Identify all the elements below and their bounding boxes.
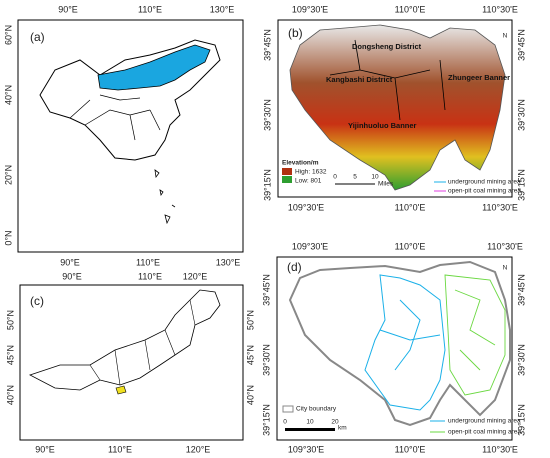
inner-mongolia (28, 289, 221, 391)
top-tick-label: 109°30'E (292, 241, 328, 251)
left-tick-label: 20°N (3, 165, 13, 185)
scale-label: 0 (333, 174, 337, 181)
top-tick-label: 120°E (183, 271, 208, 281)
city-boundary (288, 260, 511, 427)
place-label: Zhungeer Banner (448, 73, 510, 82)
north-arrow: N (503, 33, 508, 40)
top-tick-label: 110°30'E (487, 241, 523, 251)
left-tick-label: 39°15'N (262, 169, 272, 201)
right-tick-label: 45°N (245, 345, 255, 365)
panel-d: (d) N City boundary 0 10 20 km undergrou… (276, 256, 521, 441)
legend-swatch (282, 168, 292, 175)
place-label: Kangbashi District (326, 75, 393, 84)
right-tick-label: 39°45'N (516, 274, 526, 306)
place-label: Yijinhuoluo Banner (348, 121, 417, 130)
left-tick-label: 40°N (5, 385, 15, 405)
city-boundaries (89, 299, 196, 386)
bottom-tick-label: 90°E (60, 257, 80, 267)
bottom-tick-label: 90°E (35, 444, 55, 453)
panel-label: (a) (30, 30, 45, 44)
right-tick-label: 39°15'N (516, 404, 526, 436)
scale-unit: km (338, 425, 347, 432)
underground-areas (364, 274, 446, 411)
open-pit-areas (444, 274, 506, 396)
left-tick-label: 39°45'N (261, 274, 271, 306)
left-tick-label: 39°30'N (262, 99, 272, 131)
scale-bar (285, 428, 335, 431)
legend-swatch (282, 176, 292, 183)
top-tick-label: 130°E (210, 4, 235, 14)
legend-label: Low: 801 (295, 178, 322, 185)
legend-label: City boundary (296, 406, 337, 413)
top-tick-label: 90°E (62, 271, 82, 281)
panel-a: (a) (17, 19, 244, 253)
panel-b: Dongsheng District Kangbashi District Zh… (277, 19, 521, 198)
legend-label: underground mining area (448, 179, 521, 186)
scale-unit: Miles (378, 181, 394, 188)
north-arrow: N (503, 265, 508, 272)
panel-c: (c) (19, 284, 244, 441)
ordos (115, 385, 127, 395)
bottom-tick-label: 130°E (216, 257, 241, 267)
left-tick-label: 39°45'N (262, 29, 272, 61)
scale-label: 10 (371, 174, 379, 181)
legend-label: underground mining area (448, 418, 521, 425)
scale-label: 10 (306, 419, 314, 426)
top-tick-label: 110°E (138, 271, 162, 281)
top-tick-label: 110°0'E (395, 241, 426, 251)
provinces (69, 94, 161, 141)
panel-label: (c) (30, 294, 44, 308)
top-tick-label: 110°E (138, 4, 162, 14)
bottom-tick-label: 110°0'E (395, 444, 426, 453)
bottom-tick-label: 120°E (186, 444, 211, 453)
bottom-tick-label: 109°30'E (288, 202, 324, 212)
bottom-tick-label: 110°E (108, 444, 132, 453)
bottom-tick-label: 109°30'E (288, 444, 324, 453)
bottom-tick-label: 110°30'E (482, 202, 518, 212)
top-tick-label: 110°0'E (395, 4, 426, 14)
left-tick-label: 50°N (5, 310, 15, 330)
place-label: Dongsheng District (352, 42, 422, 51)
right-tick-label: 50°N (245, 310, 255, 330)
bottom-tick-label: 110°0'E (395, 202, 426, 212)
islands (154, 169, 176, 225)
top-tick-label: 109°30'E (292, 4, 328, 14)
bottom-tick-label: 110°30'E (482, 444, 518, 453)
top-tick-label: 110°30'E (482, 4, 518, 14)
legend-label: open-pit coal mining area (448, 429, 521, 436)
legend-label: High: 1632 (295, 169, 327, 176)
scale-label: 5 (353, 174, 357, 181)
left-tick-label: 0°N (3, 230, 13, 245)
left-tick-label: 39°15'N (261, 404, 271, 436)
panel-label: (b) (288, 26, 303, 40)
scale-label: 20 (331, 419, 339, 426)
top-tick-label: 90°E (58, 4, 78, 14)
legend-swatch (282, 405, 294, 413)
district-boundaries (329, 39, 446, 121)
left-tick-label: 39°30'N (261, 344, 271, 376)
inner-mongolia (97, 44, 211, 91)
right-tick-label: 39°45'N (516, 29, 526, 61)
right-tick-label: 39°15'N (516, 169, 526, 201)
legend-label: open-pit coal mining area (448, 188, 521, 195)
left-tick-label: 45°N (5, 345, 15, 365)
bottom-tick-label: 110°E (136, 257, 160, 267)
legend-title: Elevation/m (282, 160, 319, 167)
right-tick-label: 39°30'N (516, 99, 526, 131)
right-tick-label: 39°30'N (516, 344, 526, 376)
left-tick-label: 40°N (3, 85, 13, 105)
panel-label: (d) (287, 260, 302, 274)
terrain (289, 24, 506, 191)
left-tick-label: 60°N (3, 25, 13, 45)
scale-label: 0 (283, 419, 287, 426)
right-tick-label: 40°N (245, 385, 255, 405)
